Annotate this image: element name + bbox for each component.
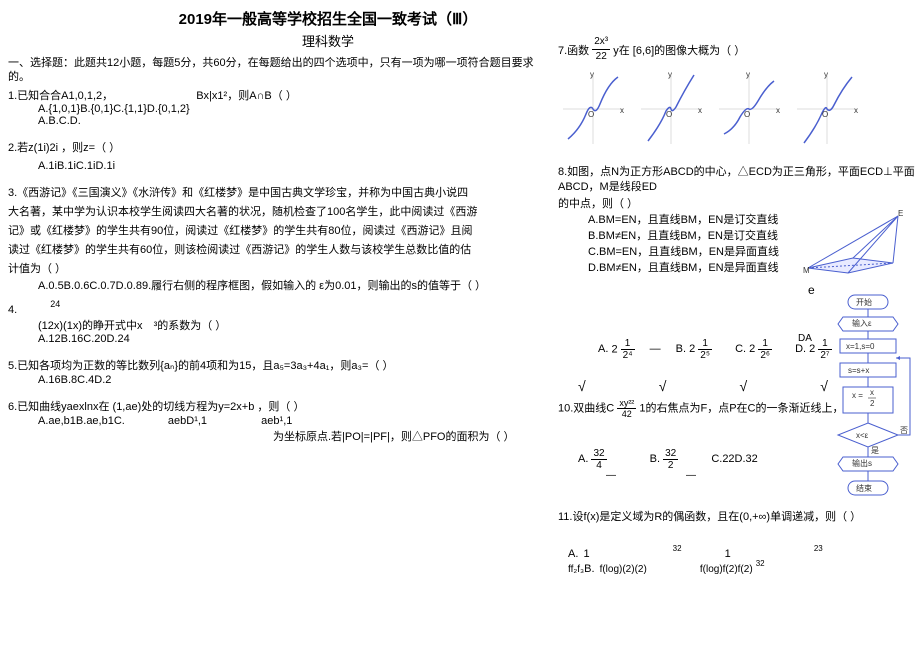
q1-options: A.{1,0,1}B.{0,1}C.{1,1}D.{0,1,2} [38, 103, 548, 115]
mark-e: e [808, 283, 815, 297]
q11-expr-a: ff₂f₃ [568, 564, 584, 575]
q11-sup2: 23 [814, 544, 823, 553]
svg-text:O: O [822, 110, 828, 119]
graph-a: x y O [558, 69, 628, 149]
q10-stem-b: 1的右焦点为F，点P在C的一条渐近线上， [639, 402, 843, 414]
flowchart: 开始 输入ε x=1,s=0 s=s+x x = x 2 x<ε 否 是 输出s 结… [818, 293, 918, 523]
q10-a: A. [578, 453, 588, 465]
q3-line3: 记》或《红楼梦》的学生共有90位，阅读过《红楼梦》的学生共有80位，阅读过《西游… [8, 224, 548, 239]
q3-line2: 大名著，某中学为认识本校学生阅读四大名著的状况，随机检查了100名学生，此中阅读… [8, 205, 548, 220]
q9-c: C. 2 [735, 343, 755, 355]
mark-da: DA [798, 333, 812, 344]
q5-stem: 5.已知各项均为正数的等比数列{aₙ}的前4项和为15，且a₅=3a₃+4a₁，… [8, 360, 394, 372]
q6-opts-a: A.ae,b1B.ae,b1C. [38, 415, 125, 427]
q6-opts-c: aeb¹,1 [261, 415, 292, 427]
svg-text:E: E [898, 209, 903, 218]
q11-a: A. [568, 548, 578, 560]
svg-text:x: x [698, 106, 702, 115]
svg-text:开始: 开始 [856, 297, 872, 307]
q3-stem: 3.《西游记》《三国演义》《水浒传》和《红楼梦》是中国古典文学珍宝，并称为中国古… [8, 186, 548, 201]
svg-text:y: y [668, 70, 672, 79]
svg-text:2: 2 [870, 399, 875, 408]
q9-d: D. 2 [795, 343, 815, 355]
svg-text:x<ε: x<ε [856, 431, 869, 440]
q11-expr-d: f(log)f(2)f(2) [700, 564, 753, 575]
q4-sup: 24 [50, 299, 60, 309]
q4-options: A.12B.16C.20D.24 [38, 333, 548, 345]
q1-stem-a: 1.已知合合A1,0,1,2， [8, 90, 113, 102]
q9-pre-a: 2 [611, 343, 617, 355]
svg-text:O: O [666, 110, 672, 119]
q4-marker: 4. [8, 304, 17, 316]
svg-text:x: x [854, 106, 858, 115]
svg-text:y: y [746, 70, 750, 79]
svg-text:M: M [803, 266, 810, 275]
q10-stem-a: 10.双曲线C [558, 402, 614, 414]
q7-stem-a: 7.函数 [558, 45, 589, 57]
q2-stem: 2.若z(1i)2i ，则z=（ ） [8, 141, 548, 156]
q10-line2: 为坐标原点.若|PO|=|PF|，则△PFO的面积为（ ） [273, 428, 515, 444]
svg-text:输入ε: 输入ε [852, 318, 872, 328]
q7-graphs: x y O x y O x y O x y O [558, 69, 918, 149]
svg-text:结束: 结束 [856, 483, 872, 493]
q10-c: C.22D.32 [711, 453, 757, 465]
q7-stem-b: y在 [6,6]的图像大概为（ ） [613, 45, 745, 57]
q11-sup1: 32 [673, 544, 682, 553]
q8-stem: 8.如图，点N为正方形ABCD的中心，△ECD为正三角形，平面ECD⊥平面ABC… [558, 165, 918, 195]
q6-stem: 6.已知曲线yaexlnx在 (1,ae)处的切线方程为y=2x+b ，则（ ） [8, 400, 548, 415]
q5-options: A.16B.8C.4D.2 [38, 374, 548, 386]
q4-stem-c: ³的系数为（ ） [154, 320, 227, 332]
q1-stem-b: Bx|x1²，则A∩B（ ） [196, 90, 297, 102]
svg-text:x=1,s=0: x=1,s=0 [846, 342, 875, 351]
q3-line5: 计值为（ ） [8, 262, 548, 277]
q10-dash: — [650, 343, 661, 355]
svg-text:s=s+x: s=s+x [848, 366, 869, 375]
q3-line4: 读过《红楼梦》的学生共有60位，则该检阅读过《西游记》的学生人数与该校学生总数比… [8, 243, 548, 258]
svg-text:O: O [744, 110, 750, 119]
q4-stem-b: (12x)(1x)的睁开式中x [38, 320, 143, 332]
q10-dash-3: — [686, 470, 696, 481]
q11-expr-c: f(log)(2)(2) [600, 564, 647, 575]
graph-b: x y O [636, 69, 706, 149]
svg-text:y: y [590, 70, 594, 79]
q9-b: B. 2 [676, 343, 696, 355]
svg-text:x =: x = [852, 391, 863, 400]
section-1-heading: 一、选择题：此题共12小题，每题5分，共60分，在每题给出的四个选项中，只有一项… [8, 56, 548, 85]
svg-text:x: x [620, 106, 624, 115]
q10-b: B. [650, 453, 660, 465]
q11-b: 1 [725, 548, 731, 560]
q11-expr-b: 1 [583, 548, 589, 560]
graph-c: x y O [714, 69, 784, 149]
q2-options: A.1iB.1iC.1iD.1i [38, 160, 548, 172]
svg-text:x: x [870, 388, 874, 397]
graph-d: x y O [792, 69, 862, 149]
svg-text:x: x [776, 106, 780, 115]
q9-a: A. [598, 343, 608, 355]
svg-text:否: 否 [900, 426, 908, 435]
sqrt-1: √ [578, 378, 586, 394]
q11-stem: 11.设f(x)是定义域为R的偶函数，且在(0,+∞)单调递减，则（ ） [558, 508, 861, 524]
svg-text:输出s: 输出s [852, 458, 872, 468]
exam-subject: 理科数学 [128, 31, 528, 50]
svg-text:O: O [588, 110, 594, 119]
pyramid-figure: ME [798, 208, 908, 278]
q6-opts-b: aebD¹,1 [168, 415, 207, 427]
q11-sup4: 32 [756, 559, 765, 568]
q3-options: A.0.5B.0.6C.0.7D.0.89.履行右侧的程序框图，假如输入的 ε为… [38, 277, 548, 293]
sqrt-3: √ [740, 378, 748, 394]
q10-dash-2: — [606, 470, 616, 481]
exam-title: 2019年一般高等学校招生全国一致考试（Ⅲ） [128, 8, 528, 29]
sqrt-2: √ [659, 378, 667, 394]
svg-text:是: 是 [871, 446, 879, 455]
q1-choices: A.B.C.D. [38, 115, 548, 127]
svg-text:y: y [824, 70, 828, 79]
